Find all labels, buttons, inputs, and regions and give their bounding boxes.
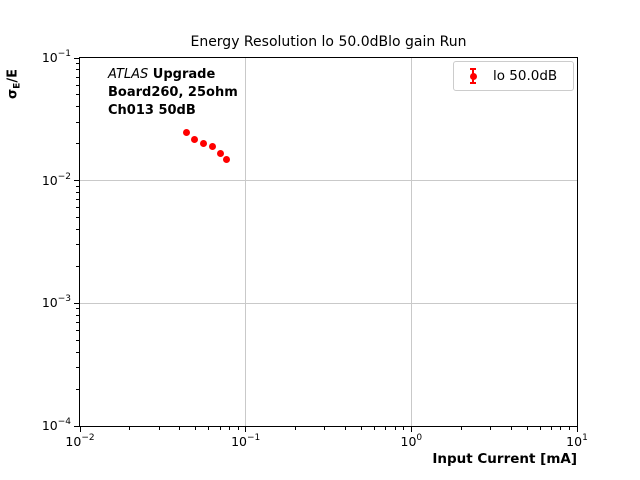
x-minor-tick: [568, 426, 570, 430]
data-point: [200, 139, 208, 147]
y-minor-tick: [76, 366, 80, 368]
y-minor-tick: [76, 76, 80, 78]
x-minor-tick: [510, 426, 512, 430]
y-minor-tick: [76, 388, 80, 390]
y-minor-tick: [76, 339, 80, 341]
x-minor-tick: [460, 426, 462, 430]
x-minor-tick: [403, 426, 405, 430]
x-minor-tick: [385, 426, 387, 430]
x-minor-tick: [195, 426, 197, 430]
x-minor-tick: [237, 426, 239, 430]
x-gridline: [245, 58, 247, 426]
x-tick-label: 101: [566, 433, 588, 449]
y-minor-tick: [76, 244, 80, 246]
x-minor-tick: [324, 426, 326, 430]
x-minor-tick: [526, 426, 528, 430]
data-point: [208, 142, 216, 150]
x-major-tick: [79, 426, 81, 432]
x-minor-tick: [539, 426, 541, 430]
legend-entry-label: lo 50.0dB: [493, 68, 558, 84]
y-major-tick: [74, 302, 80, 304]
plot-area: 10−2 10−1 100 101 10−1 10−2 10−3 10−4: [42, 49, 588, 449]
errorbar-marker-icon: [466, 66, 480, 86]
y-minor-tick: [76, 94, 80, 96]
x-minor-tick: [158, 426, 160, 430]
ylabel-suffix: /E: [5, 69, 21, 83]
y-minor-tick: [76, 330, 80, 332]
chart-title: Energy Resolution lo 50.0dBlo gain Run: [190, 34, 467, 50]
x-tick-label: 10−2: [65, 433, 95, 449]
x-minor-tick: [219, 426, 221, 430]
data-point: [223, 155, 231, 163]
y-gridline: [80, 180, 577, 182]
x-minor-tick: [360, 426, 362, 430]
x-major-tick: [410, 426, 412, 432]
x-minor-tick: [229, 426, 231, 430]
x-major-tick: [245, 426, 247, 432]
y-minor-tick: [76, 69, 80, 71]
y-minor-tick: [76, 106, 80, 108]
y-minor-tick: [76, 121, 80, 123]
y-minor-tick: [76, 192, 80, 194]
y-minor-tick: [76, 84, 80, 86]
y-minor-tick: [76, 63, 80, 65]
x-minor-tick: [374, 426, 376, 430]
data-point: [190, 135, 198, 143]
y-tick-label: 10−4: [41, 417, 71, 433]
x-gridline: [410, 58, 412, 426]
x-minor-tick: [179, 426, 181, 430]
x-minor-tick: [560, 426, 562, 430]
x-axis-label: Input Current [mA]: [432, 451, 577, 467]
y-minor-tick: [76, 351, 80, 353]
x-minor-tick: [394, 426, 396, 430]
annotation-line-3: Ch013 50dB: [108, 103, 196, 118]
y-minor-tick: [76, 265, 80, 267]
x-minor-tick: [208, 426, 210, 430]
annotation-line-1: ATLAS Upgrade: [108, 66, 238, 84]
y-minor-tick: [76, 314, 80, 316]
x-minor-tick: [295, 426, 297, 430]
y-tick-label: 10−1: [41, 49, 71, 65]
y-minor-tick: [76, 143, 80, 145]
y-minor-tick: [76, 217, 80, 219]
atlas-label: ATLAS: [108, 67, 149, 82]
x-minor-tick: [344, 426, 346, 430]
data-point: [216, 149, 224, 157]
x-tick-label: 10−1: [231, 433, 261, 449]
x-minor-tick: [129, 426, 131, 430]
y-tick-label: 10−3: [41, 294, 71, 311]
y-major-tick: [74, 180, 80, 182]
y-minor-tick: [76, 207, 80, 209]
y-major-tick: [74, 57, 80, 59]
x-tick-label: 100: [400, 433, 423, 449]
y-axis-label: σE/E: [6, 69, 23, 99]
annotation-line-2: Board260, 25ohm: [108, 85, 238, 100]
sigma-symbol: σ: [5, 88, 21, 99]
data-point: [183, 128, 191, 136]
y-gridline: [80, 302, 577, 304]
y-minor-tick: [76, 228, 80, 230]
y-minor-tick: [76, 321, 80, 323]
y-tick-label: 10−2: [41, 171, 71, 188]
y-minor-tick: [76, 308, 80, 310]
x-minor-tick: [550, 426, 552, 430]
x-major-tick: [576, 426, 578, 432]
sigma-subscript: E: [12, 82, 23, 89]
x-minor-tick: [489, 426, 491, 430]
y-minor-tick: [76, 199, 80, 201]
legend-box: lo 50.0dB: [453, 61, 574, 91]
y-major-tick: [74, 425, 80, 427]
y-minor-tick: [76, 185, 80, 187]
upgrade-label: Upgrade: [148, 67, 216, 82]
annotation-block: ATLAS Upgrade Board260, 25ohm Ch013 50dB: [108, 66, 238, 120]
